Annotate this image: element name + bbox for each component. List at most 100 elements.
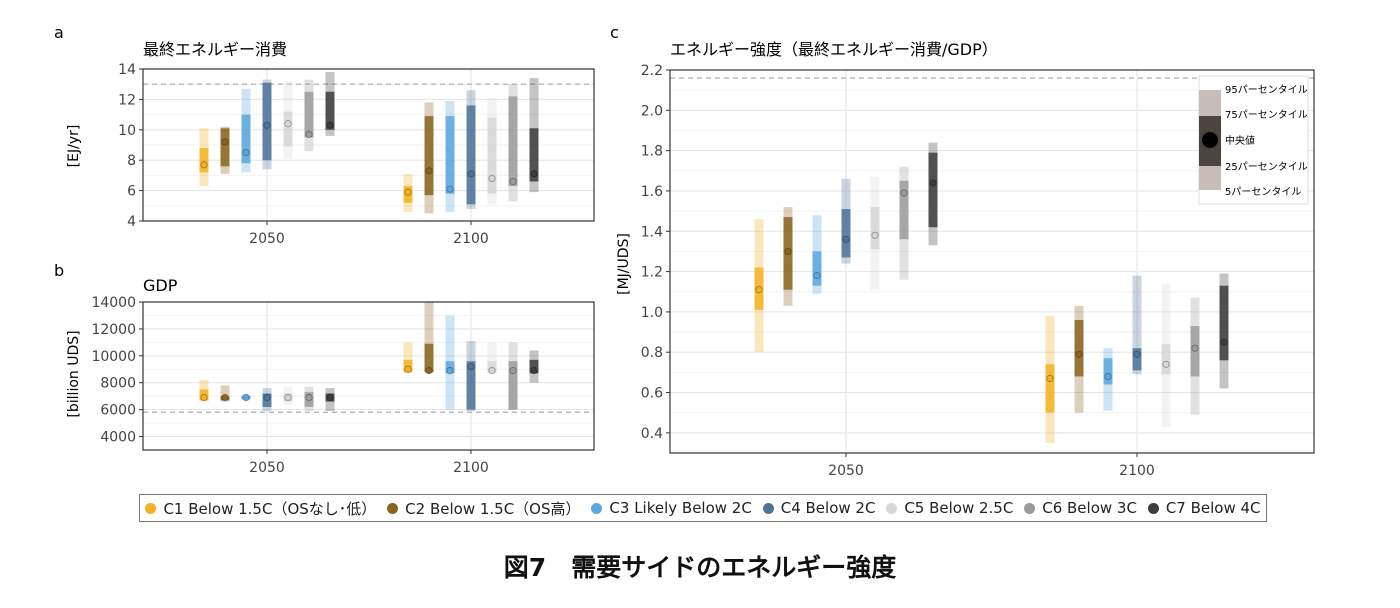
median-point-c6-2050 (305, 393, 313, 402)
y-tick-label: 12000 (91, 322, 136, 338)
y-tick-label: 10000 (91, 349, 136, 365)
legend-item-c4: C4 Below 2C (762, 499, 876, 517)
legend-swatch-c2 (387, 502, 399, 514)
box-iqr-c3-2050 (812, 251, 822, 286)
y-tick-label: 14000 (91, 295, 136, 311)
y-tick-label: 10 (118, 123, 136, 139)
box-whisker-c5-2100 (487, 342, 497, 374)
y-tick-label: 8000 (100, 376, 136, 392)
box-iqr-c7-2100 (1219, 285, 1229, 361)
box-iqr-c2-2100 (1074, 319, 1084, 377)
percentile-legend: 95パーセンタイル 75パーセンタイル 中央値 25パーセンタイル 5パーセンタ… (1198, 75, 1309, 205)
median-point-c6-2100 (1191, 344, 1199, 352)
median-point-c4-2050 (842, 235, 850, 243)
legend-swatch-c4 (762, 502, 774, 514)
box-iqr-c5-2100 (1161, 344, 1171, 375)
median-point-c1-2050 (755, 286, 763, 294)
median-point-c3-2100 (446, 367, 454, 375)
box-iqr-c3-2100 (445, 116, 455, 194)
median-point-c2-2050 (221, 393, 229, 402)
median-point-c7-2100 (530, 367, 538, 375)
box-iqr-c3-2050 (241, 114, 251, 164)
x-tick-label: 2100 (1119, 463, 1155, 479)
box-iqr-c5-2050 (283, 111, 293, 147)
median-point-c2-2100 (1075, 350, 1083, 358)
y-tick-label: 8 (127, 153, 136, 169)
percentile-legend-median (1202, 132, 1218, 148)
panel-b-plot: 4000 6000 8000 10000 12000 14000 2050 2100 (91, 295, 595, 476)
median-point-c3-2050 (242, 393, 250, 402)
legend-swatch-c6 (1024, 502, 1036, 514)
legend-label-c6: C6 Below 3C (1042, 499, 1137, 517)
plot-frame (142, 68, 595, 222)
box-whisker-c2-2100 (424, 302, 434, 374)
box-iqr-c2-2100 (424, 116, 434, 196)
median-point-c4-2050 (263, 121, 271, 129)
panel-b-title: GDP (143, 276, 178, 295)
median-point-c5-2100 (488, 174, 496, 183)
scenario-legend: C1 Below 1.5C（OSなし･低） C2 Below 1.5C（OS高）… (139, 494, 1267, 522)
y-tick-label: 0.4 (641, 426, 663, 442)
median-point-c4-2100 (467, 362, 475, 371)
x-tick-label: 2050 (249, 231, 285, 247)
median-point-c3-2050 (242, 149, 250, 157)
percentile-legend-p5: 5パーセンタイル (1225, 186, 1301, 198)
box-iqr-c4-2050 (841, 209, 851, 258)
median-point-c4-2050 (263, 393, 271, 402)
median-point-c5-2100 (1162, 360, 1170, 368)
y-tick-label: 6 (127, 184, 136, 200)
x-tick-label: 2050 (828, 463, 864, 479)
box-iqr-c1-2050 (199, 148, 209, 173)
legend-item-c2: C2 Below 1.5C（OS高） (387, 498, 581, 519)
median-point-c7-2100 (530, 170, 538, 178)
box-iqr-c2-2050 (220, 128, 230, 167)
panel-c-ylabel: [MJ/UDS] (616, 233, 632, 295)
median-point-c6-2100 (509, 177, 517, 186)
median-point-c5-2050 (284, 393, 292, 402)
box-whisker-c1-2100 (403, 342, 413, 374)
legend-label-c1: C1 Below 1.5C（OSなし･低） (163, 499, 377, 518)
box-iqr-c7-2050 (325, 91, 335, 130)
y-tick-label: 1.2 (641, 265, 663, 281)
legend-label-c4: C4 Below 2C (780, 499, 876, 517)
legend-item-c1: C1 Below 1.5C（OSなし･低） (145, 498, 376, 519)
panel-c-title: エネルギー強度（最終エネルギー消費/GDP） (670, 40, 998, 59)
median-point-c2-2050 (221, 138, 229, 146)
y-tick-label: 0.8 (641, 345, 663, 361)
y-tick-label: 14 (118, 62, 136, 78)
y-tick-label: 1.6 (641, 184, 663, 200)
legend-label-c3: C3 Likely Below 2C (609, 499, 752, 517)
x-tick-label: 2100 (453, 231, 489, 247)
box-iqr-c6-2050 (899, 180, 909, 240)
figure-caption: 図7 需要サイドのエネルギー強度 (503, 553, 897, 582)
box-iqr-c4-2100 (466, 361, 476, 410)
median-point-c4-2100 (467, 170, 475, 178)
median-point-c2-2050 (784, 247, 792, 256)
y-tick-label: 1.4 (641, 224, 663, 240)
legend-label-c5: C5 Below 2.5C (904, 499, 1014, 517)
box-whisker-c2-2050 (220, 385, 230, 402)
box-iqr-c6-2100 (508, 96, 518, 187)
legend-item-c3: C3 Likely Below 2C (591, 499, 752, 517)
box-iqr-c7-2050 (928, 152, 938, 228)
median-point-c2-2100 (425, 167, 433, 175)
box-whisker-c4-2100 (1132, 275, 1142, 375)
box-iqr-c3-2100 (445, 361, 455, 374)
legend-item-c7: C7 Below 4C (1147, 499, 1261, 517)
median-point-c1-2100 (404, 188, 412, 196)
median-point-c6-2050 (900, 189, 908, 197)
legend-swatch-c5 (886, 502, 898, 514)
median-point-c5-2100 (488, 367, 496, 375)
plot-frame (142, 301, 595, 451)
legend-label-c2: C2 Below 1.5C（OS高） (405, 499, 581, 518)
box-iqr-c6-2050 (304, 91, 314, 138)
median-point-c1-2050 (200, 161, 208, 169)
panel-label-a: a (54, 23, 64, 42)
plot-background (143, 302, 594, 450)
median-point-c3-2100 (1104, 372, 1112, 380)
legend-label-c7: C7 Below 4C (1165, 499, 1261, 517)
legend-swatch-c3 (591, 502, 603, 514)
panel-label-c: c (610, 23, 619, 42)
y-tick-label: 2.2 (641, 63, 663, 79)
